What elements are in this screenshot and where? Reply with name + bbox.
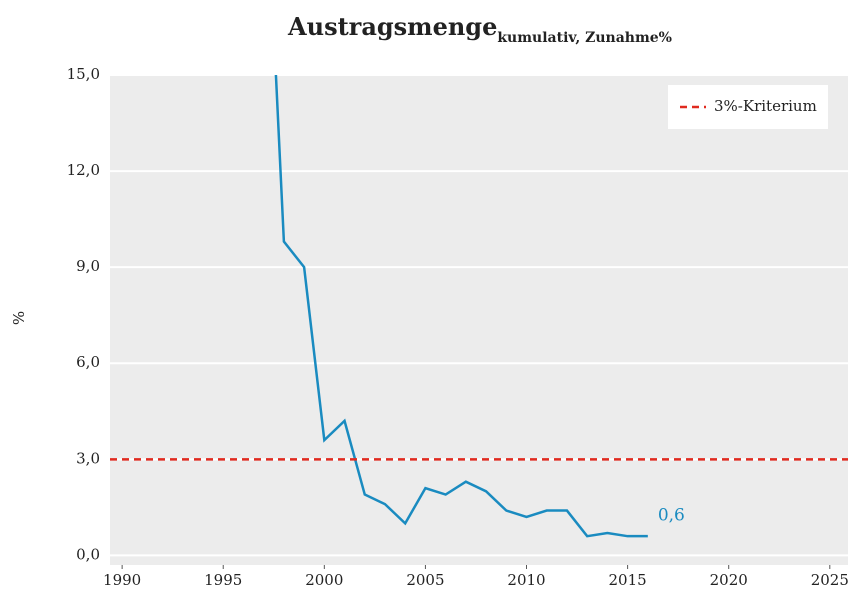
legend-label: 3%-Kriterium [714,97,817,115]
x-tick-label: 2020 [710,571,748,589]
y-tick-label: 9,0 [76,257,100,275]
y-tick-label: 3,0 [76,449,100,467]
data-line [274,75,648,538]
plot-background [110,75,848,565]
y-axis-label: % [10,311,28,325]
y-tick-label: 12,0 [67,161,100,179]
x-tick-label: 2000 [305,571,343,589]
y-tick-label: 6,0 [76,353,100,371]
x-tick-label: 2015 [609,571,647,589]
x-tick-label: 2005 [406,571,444,589]
x-tick-label: 2025 [811,571,849,589]
y-tick-label: 15,0 [67,65,100,83]
data-label: 0,6 [658,506,685,526]
chart-title: Austragsmengekumulativ, Zunahme% [287,12,672,47]
plot-area [274,75,648,538]
title-main: Austragsmenge [287,12,497,41]
x-tick-label: 2010 [507,571,545,589]
y-tick-label: 0,0 [76,545,100,563]
title-subscript: kumulativ, Zunahme% [497,30,672,46]
x-tick-label: 1995 [204,571,242,589]
x-tick-label: 1990 [103,571,141,589]
